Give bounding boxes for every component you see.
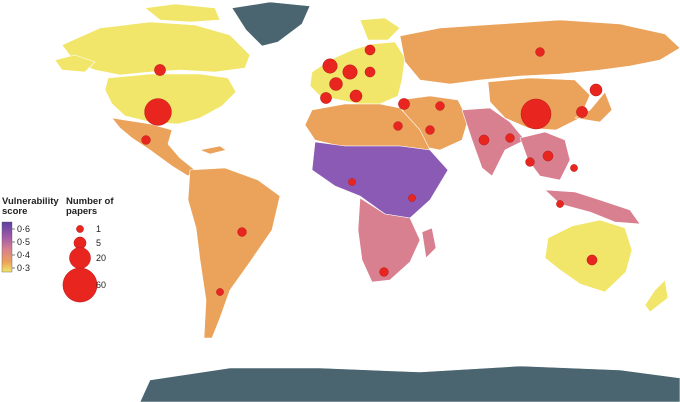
region-australia [544, 219, 669, 313]
paper-bubble-egypt [393, 121, 403, 131]
region-south-america [187, 167, 281, 339]
paper-bubble-germany [342, 64, 358, 80]
paper-bubble-india [478, 134, 490, 146]
region-mexico-central-america [111, 117, 227, 177]
vulnerability-legend [1, 221, 15, 273]
vulnerability-legend-title: Vulnerability score [2, 196, 59, 217]
size-label-20: 20 [96, 253, 107, 263]
size-label-60: 60 [96, 280, 107, 290]
paper-bubble-bangladesh [505, 133, 515, 143]
paper-size-legend [62, 225, 98, 303]
papers-legend-title: Number of papers [66, 196, 114, 217]
paper-bubble-sweden [364, 44, 376, 56]
paper-bubble-brazil [237, 227, 247, 237]
paper-bubble-canada [154, 64, 166, 76]
paper-bubbles [141, 44, 603, 296]
paper-bubble-south-korea [576, 106, 588, 118]
paper-bubble-united-kingdom [322, 58, 338, 74]
tick-label-0-6: 0·6 [17, 224, 31, 234]
paper-bubble-iran [435, 101, 445, 111]
tick-label-0-3: 0·3 [17, 263, 31, 273]
paper-bubble-nigeria [348, 178, 356, 186]
paper-bubble-russia [535, 47, 545, 57]
paper-bubble-thailand [525, 157, 535, 167]
paper-bubble-spain [320, 92, 332, 104]
land-layer [54, 1, 680, 402]
size-label-5: 5 [96, 238, 102, 248]
paper-bubble-south-africa [379, 267, 389, 277]
region-africa-central [311, 141, 449, 219]
region-greenland [231, 1, 311, 47]
region-antarctica [139, 365, 680, 402]
legend-bubble-20 [69, 247, 91, 269]
paper-bubble-japan [589, 83, 603, 97]
region-north-america-north [61, 3, 251, 76]
paper-bubble-turkey [398, 98, 410, 110]
paper-bubble-united-states [144, 98, 172, 126]
size-label-1: 1 [96, 224, 102, 234]
paper-bubble-indonesia [556, 200, 564, 208]
paper-bubble-saudi-arabia [425, 125, 435, 135]
region-africa-south [357, 197, 437, 283]
paper-bubble-australia [586, 254, 598, 266]
paper-bubble-china [520, 98, 552, 130]
paper-bubble-philippines [570, 164, 578, 172]
paper-bubble-kenya [408, 194, 416, 202]
region-southeast-asia [519, 131, 641, 225]
paper-bubble-vietnam [542, 150, 554, 162]
legend-bubble-1 [76, 225, 84, 233]
paper-bubble-poland [364, 66, 376, 78]
region-united-states [54, 54, 237, 125]
paper-bubble-mexico [141, 135, 151, 145]
paper-bubble-argentina [216, 288, 224, 296]
paper-bubble-france [329, 77, 343, 91]
tick-label-0-5: 0·5 [17, 237, 31, 247]
paper-bubble-italy [349, 89, 363, 103]
vulnerability-color-bar [1, 221, 13, 273]
vulnerability-tick-marks [12, 228, 15, 269]
tick-label-0-4: 0·4 [17, 250, 31, 260]
region-south-asia [461, 107, 526, 177]
legend-bubble-60 [62, 267, 98, 303]
